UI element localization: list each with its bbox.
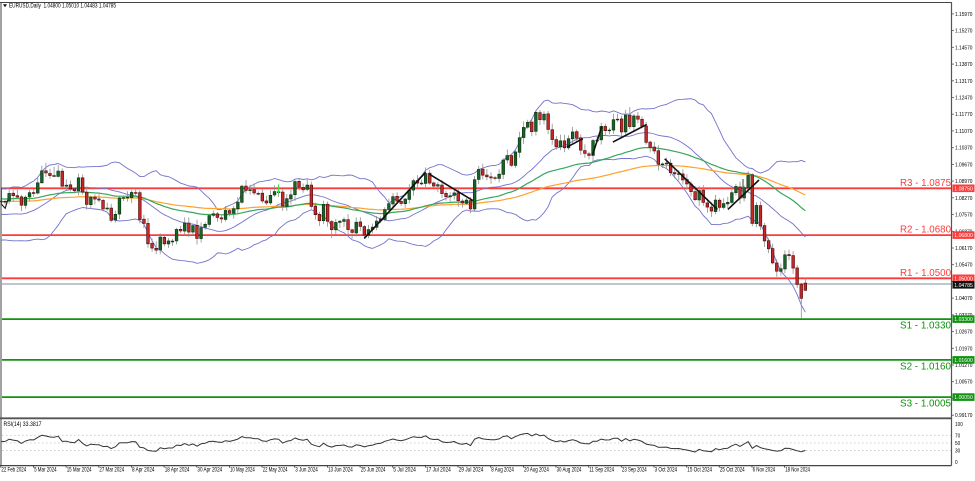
svg-text:0.99170: 0.99170 [955, 413, 973, 419]
svg-text:100: 100 [955, 422, 963, 428]
svg-text:S1 - 1.0330: S1 - 1.0330 [900, 321, 951, 332]
svg-text:1.09670: 1.09670 [955, 162, 973, 168]
svg-text:1.07570: 1.07570 [955, 213, 973, 219]
svg-text:23 Sep 2024: 23 Sep 2024 [622, 467, 647, 474]
svg-text:13 Jun 2024: 13 Jun 2024 [328, 467, 353, 474]
svg-text:1.01270: 1.01270 [955, 363, 973, 369]
svg-text:1.10370: 1.10370 [955, 146, 973, 152]
svg-text:11 Sep 2024: 11 Sep 2024 [589, 467, 614, 474]
svg-text:1.05470: 1.05470 [955, 263, 973, 269]
svg-text:30: 30 [955, 449, 960, 455]
svg-text:0: 0 [955, 460, 958, 466]
svg-text:1.08970: 1.08970 [955, 179, 973, 185]
svg-text:30 Aug 2024: 30 Aug 2024 [557, 467, 582, 474]
svg-text:1.06800: 1.06800 [954, 233, 973, 239]
svg-text:18 Apr 2024: 18 Apr 2024 [165, 467, 190, 474]
svg-text:8 Apr 2024: 8 Apr 2024 [132, 467, 155, 474]
svg-text:50: 50 [955, 441, 960, 447]
svg-text:1.06170: 1.06170 [955, 246, 973, 252]
svg-text:1.05000: 1.05000 [954, 276, 973, 282]
svg-text:1.08270: 1.08270 [955, 196, 973, 202]
svg-text:1.02670: 1.02670 [955, 330, 973, 336]
svg-text:3 Jun 2024: 3 Jun 2024 [295, 467, 318, 474]
svg-text:RSI(14) 33.3817: RSI(14) 33.3817 [4, 421, 42, 428]
svg-text:1.15270: 1.15270 [955, 29, 973, 35]
svg-text:1.04785: 1.04785 [954, 283, 973, 289]
svg-text:27 Mar 2024: 27 Mar 2024 [99, 467, 124, 474]
svg-text:1.13170: 1.13170 [955, 79, 973, 85]
svg-text:18 Nov 2024: 18 Nov 2024 [785, 467, 810, 474]
svg-text:1.11070: 1.11070 [955, 129, 973, 135]
svg-text:1.08750: 1.08750 [954, 186, 973, 192]
svg-text:29 Jul 2024: 29 Jul 2024 [459, 467, 484, 474]
svg-text:1.03300: 1.03300 [954, 317, 973, 323]
svg-text:1.13870: 1.13870 [955, 62, 973, 68]
svg-text:EURUSD,Daily 1.04800 1.05010: EURUSD,Daily 1.04800 1.05010 1.04483 1.0… [9, 3, 116, 10]
svg-text:15 Oct 2024: 15 Oct 2024 [687, 467, 712, 474]
svg-text:S2 - 1.0160: S2 - 1.0160 [900, 361, 951, 372]
svg-text:70: 70 [955, 433, 960, 439]
svg-text:15 Mar 2024: 15 Mar 2024 [67, 467, 92, 474]
svg-text:17 Jul 2024: 17 Jul 2024 [426, 467, 451, 474]
svg-text:1.00570: 1.00570 [955, 380, 973, 386]
svg-text:25 Oct 2024: 25 Oct 2024 [720, 467, 745, 474]
svg-text:1.01600: 1.01600 [954, 358, 973, 364]
svg-text:5 Mar 2024: 5 Mar 2024 [34, 467, 57, 474]
svg-text:1.00050: 1.00050 [954, 395, 973, 401]
svg-text:R3 - 1.0875: R3 - 1.0875 [900, 178, 951, 189]
svg-text:10 May 2024: 10 May 2024 [230, 467, 255, 474]
svg-text:1.11770: 1.11770 [955, 112, 973, 118]
svg-text:5 Jul 2024: 5 Jul 2024 [393, 467, 416, 474]
svg-text:22 May 2024: 22 May 2024 [263, 467, 288, 474]
svg-text:6 Nov 2024: 6 Nov 2024 [753, 467, 776, 474]
svg-text:3 Oct 2024: 3 Oct 2024 [655, 467, 678, 474]
svg-text:1.15970: 1.15970 [955, 12, 973, 18]
svg-text:20 Aug 2024: 20 Aug 2024 [524, 467, 549, 474]
svg-text:S3 - 1.0005: S3 - 1.0005 [900, 399, 951, 410]
svg-text:22 Feb 2024: 22 Feb 2024 [1, 467, 26, 474]
svg-text:8 Aug 2024: 8 Aug 2024 [491, 467, 514, 474]
svg-text:30 Apr 2024: 30 Apr 2024 [197, 467, 222, 474]
svg-text:R2 - 1.0680: R2 - 1.0680 [900, 225, 951, 236]
svg-text:1.01970: 1.01970 [955, 346, 973, 352]
svg-text:25 Jun 2024: 25 Jun 2024 [361, 467, 386, 474]
svg-text:R1 - 1.0500: R1 - 1.0500 [900, 268, 951, 279]
svg-text:1.12470: 1.12470 [955, 96, 973, 102]
svg-text:1.04070: 1.04070 [955, 296, 973, 302]
svg-text:1.14570: 1.14570 [955, 45, 973, 51]
